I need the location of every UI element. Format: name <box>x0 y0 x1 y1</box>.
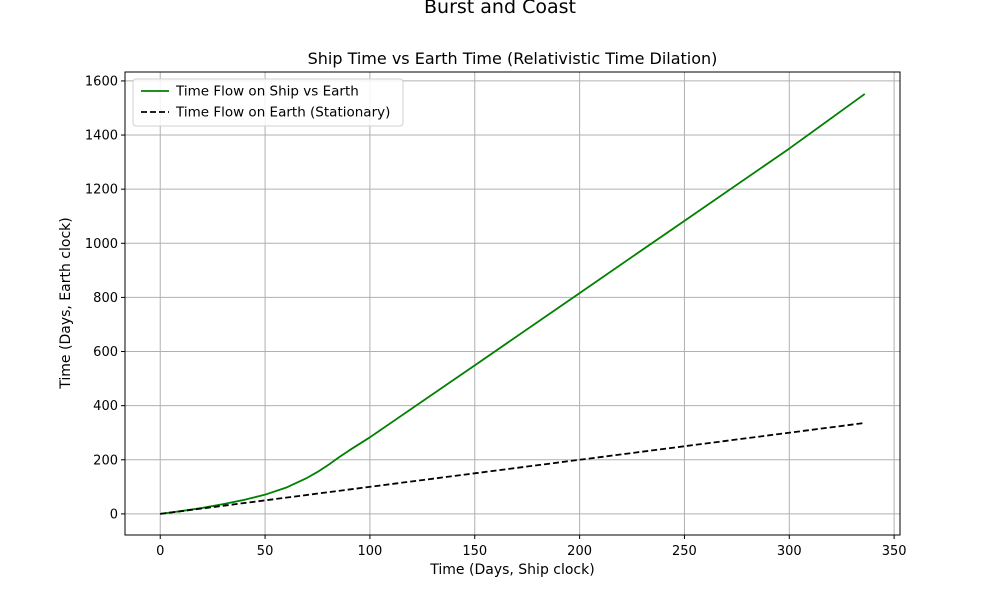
x-tick-label: 200 <box>567 544 592 559</box>
y-tick-label: 200 <box>93 453 118 468</box>
axis-ticks: 0 50 100 150 200 250 300 350 0 200 400 600 800 1000 12… <box>85 74 907 559</box>
legend-box <box>132 78 404 127</box>
legend: Time Flow on Ship vs Earth Time Flow on E… <box>132 78 404 127</box>
series-line-1 <box>160 93 866 515</box>
plot-area-frame <box>124 71 901 536</box>
x-tick-label: 350 <box>882 544 907 559</box>
y-tick-label: 1000 <box>85 237 118 252</box>
plot-title: Ship Time vs Earth Time (Relativistic Ti… <box>308 49 718 68</box>
y-axis-title: Time (Days, Earth clock) <box>58 217 74 389</box>
x-tick-label: 0 <box>156 544 164 559</box>
x-tick-label: 50 <box>257 544 274 559</box>
figure-suptitle: Burst and Coast <box>424 0 576 18</box>
y-tick-label: 600 <box>93 345 118 360</box>
legend-label-1: Time Flow on Ship vs Earth <box>175 84 359 100</box>
x-tick-label: 100 <box>357 544 382 559</box>
x-axis-title: Time (Days, Ship clock) <box>429 562 594 578</box>
y-tick-label: 1600 <box>85 74 118 89</box>
x-tick-label: 300 <box>777 544 802 559</box>
legend-label-2: Time Flow on Earth (Stationary) <box>175 105 390 121</box>
y-tick-label: 1200 <box>85 183 118 198</box>
series-lines <box>160 93 866 515</box>
grid-lines <box>125 72 900 535</box>
y-tick-label: 400 <box>93 399 118 414</box>
x-tick-label: 250 <box>672 544 697 559</box>
y-tick-label: 1400 <box>85 129 118 144</box>
x-tick-label: 150 <box>462 544 487 559</box>
y-tick-label: 800 <box>93 291 118 306</box>
y-tick-label: 0 <box>110 507 118 522</box>
series-line-2 <box>160 422 865 515</box>
